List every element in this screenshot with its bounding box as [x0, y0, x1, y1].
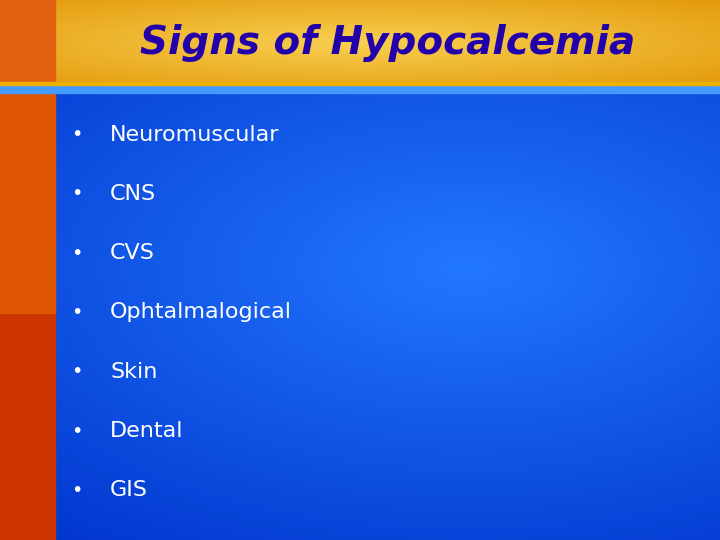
Text: •: •	[71, 362, 83, 381]
Text: •: •	[71, 303, 83, 322]
Bar	[0, 0, 55, 85]
Text: Dental: Dental	[110, 421, 184, 441]
Text: Signs of Hypocalcemia: Signs of Hypocalcemia	[140, 24, 635, 62]
Text: CNS: CNS	[110, 184, 156, 204]
Text: •: •	[71, 185, 83, 204]
Text: •: •	[71, 481, 83, 500]
Text: Skin: Skin	[110, 362, 158, 382]
Text: •: •	[71, 125, 83, 144]
Text: CVS: CVS	[110, 243, 155, 263]
Text: •: •	[71, 422, 83, 441]
Bar	[0, 85, 55, 313]
Text: GIS: GIS	[110, 481, 148, 501]
Text: Ophtalmalogical: Ophtalmalogical	[110, 302, 292, 322]
Text: Neuromuscular: Neuromuscular	[110, 125, 279, 145]
Bar	[0, 85, 55, 540]
Bar	[0, 82, 720, 85]
Bar	[0, 85, 720, 93]
Text: •: •	[71, 244, 83, 263]
